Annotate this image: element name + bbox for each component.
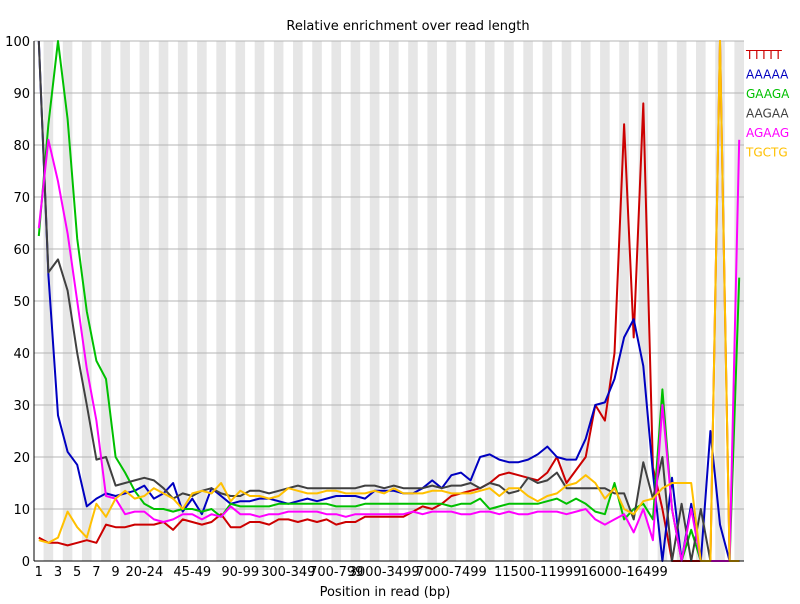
y-tick-label: 40 [13,347,30,362]
y-tick-label: 0 [22,555,30,570]
y-tick-label: 10 [13,503,30,518]
series-line-tgctg [38,40,740,562]
x-tick-label: 16000-16499 [580,565,667,580]
x-axis-label: Position in read (bp) [320,585,451,600]
x-tick-label: 300-349 [261,565,315,580]
x-tick-label: 1 [35,565,43,580]
legend-entry-aagaa: AAGAA [746,107,789,121]
legend: TTTTT AAAAA GAAGA AAGAA AGAAG TGCTG [745,48,790,160]
x-tick-label: 3000-3499 [349,565,420,580]
y-tick-label: 60 [13,243,30,258]
y-tick-label: 20 [13,451,30,466]
series-line-ttttt [38,40,740,562]
x-tick-labels: 1 3 5 7 9 20-24 45-49 90-99 300-349700-7993000-3… [35,565,668,580]
y-tick-label: 90 [13,87,30,102]
x-tick-label: 20-24 [125,565,163,580]
series-line-aagaa [37,40,740,562]
x-tick-label: 7000-7499 [416,565,487,580]
x-tick-label: 9 [111,565,119,580]
y-tick-label: 30 [13,399,30,414]
x-tick-label: 90-99 [221,565,259,580]
y-tick-labels: 0 10 20 30 40 50 60 70 80 90 100 [5,35,30,570]
x-tick-label: 45-49 [173,565,211,580]
x-tick-label: 3 [54,565,62,580]
y-tick-label: 80 [13,139,30,154]
legend-entry-agaag: AGAAG [746,126,789,140]
series-line-agaag [37,138,741,562]
y-tick-label: 100 [5,35,30,50]
legend-entry-tgctg: TGCTG [745,146,788,160]
y-tick-label: 70 [13,191,30,206]
axes [33,41,744,562]
series-line-gaaga [37,40,741,562]
x-tick-label: 7 [92,565,100,580]
legend-entry-ttttt: TTTTT [745,48,782,62]
x-tick-label: 5 [73,565,81,580]
y-tick-label: 50 [13,295,30,310]
chart-title: Relative enrichment over read length [286,19,529,34]
series-lines [37,40,741,562]
legend-entry-aaaaa: AAAAA [746,68,789,82]
x-tick-label: 700-799 [309,565,363,580]
legend-entry-gaaga: GAAGA [746,87,790,101]
x-tick-label: 11500-11999 [494,565,581,580]
